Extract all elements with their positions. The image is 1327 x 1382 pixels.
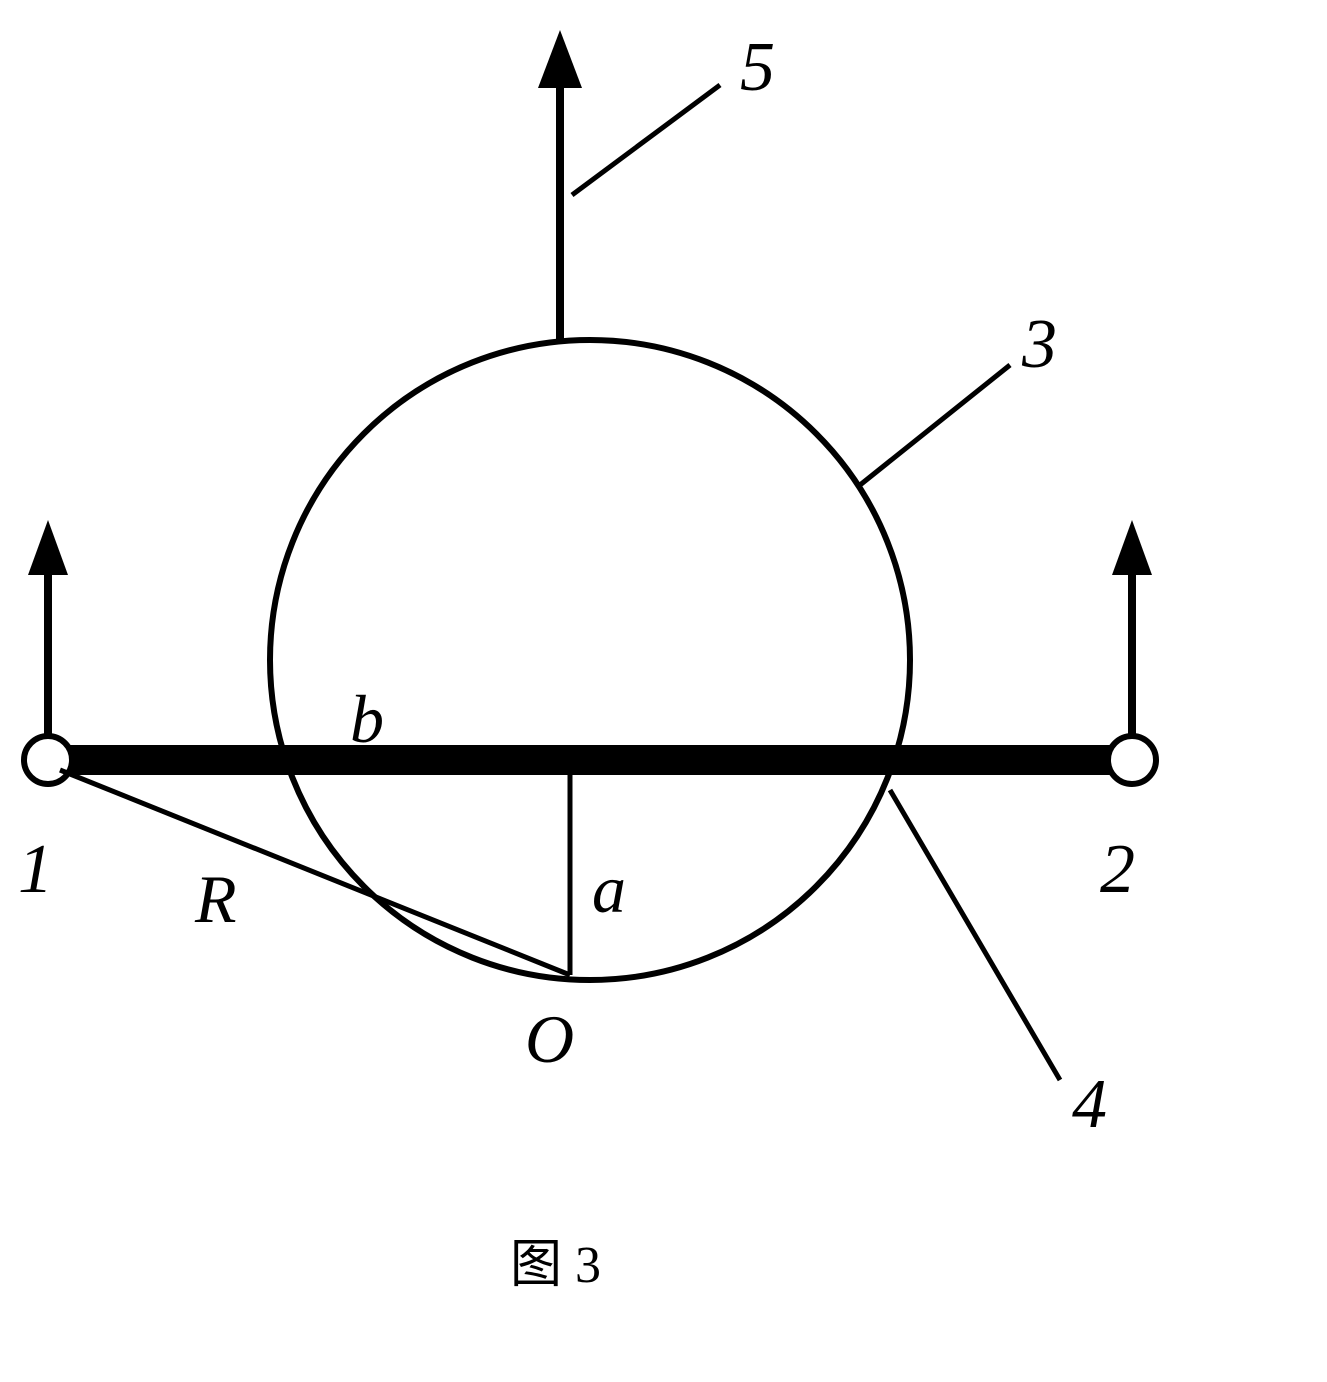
- label-1: 1: [18, 830, 53, 910]
- end-circle-right: [1108, 736, 1156, 784]
- callout-3-line: [860, 365, 1010, 485]
- label-2: 2: [1100, 830, 1135, 910]
- diagram-container: 5 3 4 1 2 b a R O 图 3: [0, 0, 1327, 1382]
- main-circle: [270, 340, 910, 980]
- label-O: O: [525, 1000, 574, 1079]
- end-circle-left: [24, 736, 72, 784]
- callout-4-line: [890, 790, 1060, 1080]
- label-a: a: [592, 850, 626, 929]
- label-4: 4: [1072, 1065, 1107, 1145]
- callout-5-line: [572, 85, 720, 195]
- label-R: R: [195, 860, 237, 939]
- arrow-left-head: [28, 520, 68, 575]
- arrow-right-head: [1112, 520, 1152, 575]
- label-b: b: [350, 680, 384, 759]
- label-3: 3: [1022, 305, 1057, 385]
- label-5: 5: [740, 28, 775, 108]
- figure-caption: 图 3: [510, 1222, 601, 1297]
- diagram-svg: [0, 0, 1327, 1382]
- radius-line: [60, 770, 570, 975]
- arrow-top-head: [538, 30, 582, 88]
